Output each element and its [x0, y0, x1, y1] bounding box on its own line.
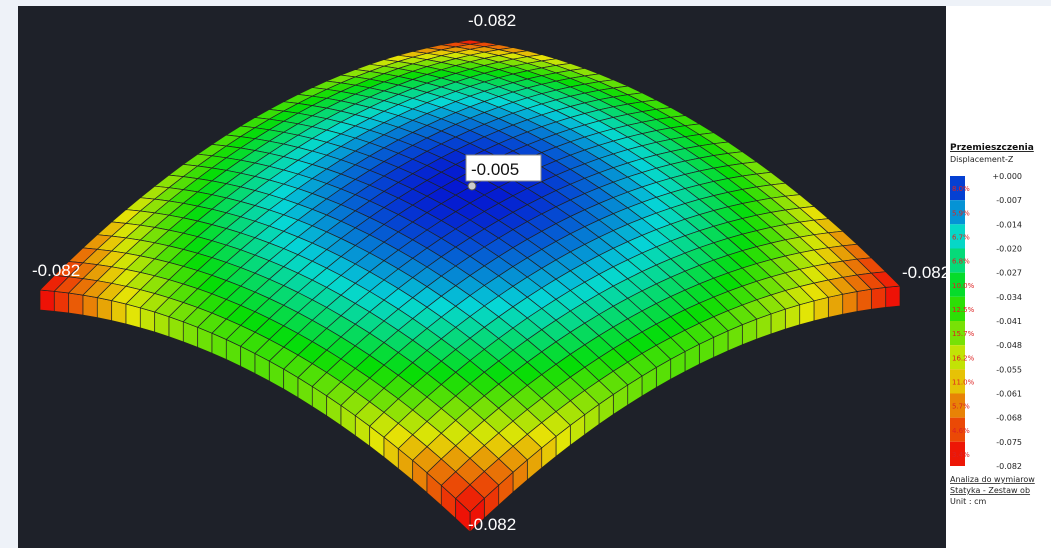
- legend-value: -0.075: [996, 438, 1022, 447]
- legend-percentage: 11.0%: [952, 378, 975, 386]
- corner-label: -0.082: [32, 261, 80, 280]
- max-label: -0.005: [471, 160, 519, 179]
- mesh-cell: [69, 293, 83, 315]
- mesh-cell: [112, 301, 126, 324]
- legend-value: -0.027: [996, 269, 1022, 278]
- legend-value: -0.020: [996, 245, 1022, 254]
- legend-percentage: 4.6%: [952, 427, 970, 435]
- legend-value: -0.061: [996, 390, 1022, 399]
- legend-percentage: 10.0%: [952, 282, 975, 290]
- legend-percentage: 5.9%: [952, 209, 970, 217]
- legend-footer: Statyka - Zestaw ob: [950, 486, 1030, 495]
- legend-footer: Unit : cm: [950, 497, 986, 506]
- legend-value: -0.048: [996, 341, 1022, 350]
- legend-percentage: 8.0%: [952, 185, 970, 193]
- legend-percentage: 3.4%: [952, 451, 970, 459]
- mesh-cell: [83, 295, 97, 318]
- mesh-cell: [814, 297, 828, 321]
- legend-value: -0.014: [996, 220, 1022, 229]
- legend-footer: Analiza do wymiarow: [950, 475, 1035, 484]
- mesh-cell: [40, 290, 54, 311]
- legend-percentage: 6.8%: [952, 258, 970, 266]
- corner-label: -0.082: [468, 515, 516, 534]
- legend-percentage: 6.7%: [952, 233, 970, 241]
- mesh-cell: [843, 292, 857, 315]
- legend-subtitle: Displacement-Z: [950, 155, 1014, 164]
- legend-percentage: 16.2%: [952, 354, 975, 362]
- legend-value: +0.000: [992, 172, 1022, 181]
- legend-title: Przemieszczenia: [950, 143, 1034, 153]
- mesh-cell: [828, 294, 842, 317]
- mesh-cell: [54, 291, 68, 313]
- mesh-cell: [97, 298, 111, 321]
- mesh-cell: [857, 289, 871, 311]
- page: -0.082 -0.082 -0.082 -0.082 -0.005 Przem…: [0, 0, 1051, 548]
- legend-value: -0.068: [996, 414, 1022, 423]
- mesh-cell: [886, 286, 900, 307]
- legend-value: -0.055: [996, 365, 1022, 374]
- legend-percentage: 12.5%: [952, 306, 975, 314]
- legend-value: -0.082: [996, 462, 1022, 471]
- legend-percentage: 5.7%: [952, 403, 970, 411]
- legend-value: -0.041: [996, 317, 1022, 326]
- corner-label: -0.082: [902, 263, 950, 282]
- legend-percentage: 15.7%: [952, 330, 975, 338]
- legend-value: -0.007: [996, 196, 1022, 205]
- max-marker: [468, 182, 476, 190]
- legend-value: -0.034: [996, 293, 1022, 302]
- mesh-cell: [871, 287, 885, 309]
- corner-label: -0.082: [468, 11, 516, 30]
- screen: -0.082 -0.082 -0.082 -0.082 -0.005 Przem…: [0, 0, 1051, 548]
